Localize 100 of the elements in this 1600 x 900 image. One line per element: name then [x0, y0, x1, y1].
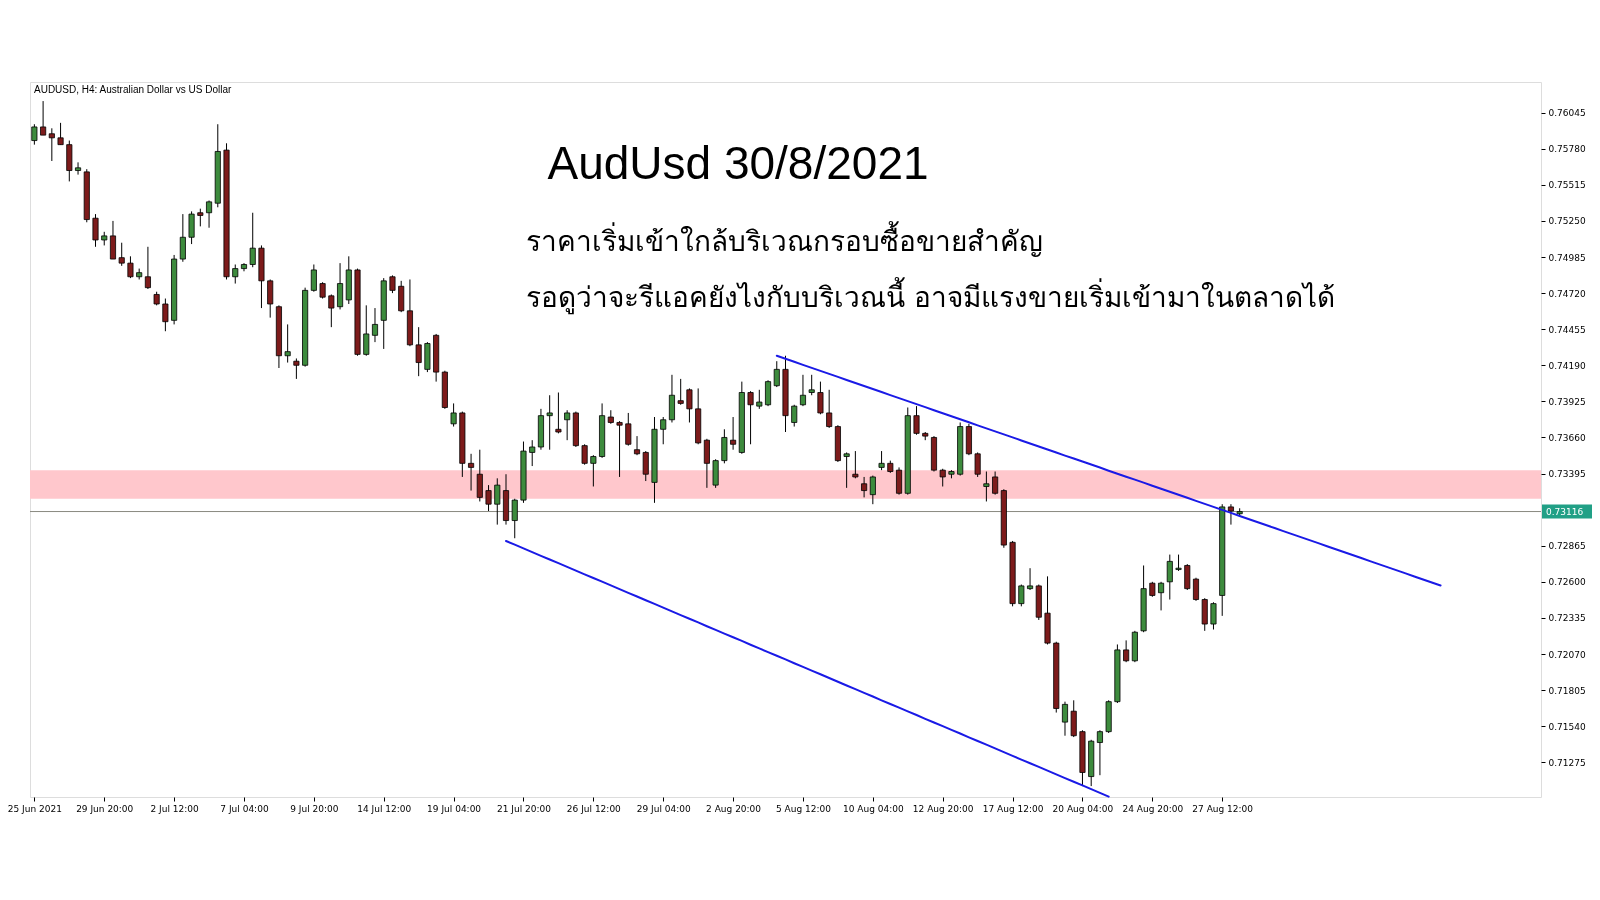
- y-tick-label: 0.74720: [1548, 288, 1586, 299]
- y-tick-label: 0.73925: [1548, 396, 1586, 407]
- candlestick: [31, 123, 38, 146]
- candlestick: [109, 220, 116, 260]
- y-tick-label: 0.73395: [1548, 469, 1586, 480]
- candlestick: [371, 307, 379, 343]
- y-tick-label: 0.72600: [1548, 577, 1586, 588]
- x-tick-label: 7 Jul 04:00: [220, 803, 269, 814]
- x-tick-label: 27 Aug 12:00: [1192, 803, 1254, 814]
- candlestick: [703, 438, 710, 489]
- x-tick-label: 10 Aug 04:00: [843, 803, 904, 814]
- candlestick: [494, 477, 501, 526]
- x-tick-label: 9 Jul 20:00: [290, 803, 339, 814]
- x-tick-label: 17 Aug 12:00: [982, 803, 1044, 814]
- candlestick: [616, 420, 623, 478]
- candlestick: [896, 466, 903, 496]
- annotation: รอดูว่าจะรีแอคยังไงกับบริเวณนี้ อาจมีแรงขายเริ่มเข้ามาในตลาดได้: [526, 277, 1335, 315]
- x-tick-label: 21 Jul 20:00: [496, 803, 552, 814]
- candlestick: [284, 323, 291, 364]
- y-tick-label: 0.74985: [1548, 252, 1586, 263]
- x-tick-label: 14 Jul 12:00: [357, 803, 412, 814]
- line-series: [775, 354, 1442, 587]
- candlestick: [625, 412, 632, 447]
- candlestick: [756, 389, 763, 410]
- candlestick: [686, 387, 693, 423]
- x-tick-label: 29 Jul 04:00: [636, 803, 691, 814]
- annotation: AUDUSD, H4: Australian Dollar vs US Dollar: [34, 84, 232, 95]
- y-tick-label: 0.75250: [1548, 216, 1586, 227]
- candlestick: [162, 298, 169, 332]
- candlestick: [127, 255, 134, 279]
- y-tick-label: 0.73660: [1548, 432, 1586, 443]
- candlestick: [817, 381, 824, 415]
- candlestick: [267, 278, 274, 319]
- candlestick: [983, 471, 990, 502]
- y-tick-label: 0.71275: [1548, 757, 1586, 768]
- candlestick: [826, 389, 833, 429]
- y-tick-label: 0.74455: [1548, 324, 1586, 335]
- candlestick: [773, 360, 780, 388]
- candlestick: [1210, 601, 1217, 630]
- candlestick: [808, 374, 815, 396]
- candlestick: [642, 450, 649, 482]
- y-tick-label: 0.72865: [1548, 541, 1586, 552]
- candlestick: [1027, 567, 1034, 591]
- ref-line-label: 0.73116: [1546, 506, 1584, 517]
- x-tick-label: 24 Aug 20:00: [1122, 803, 1184, 814]
- candlestick: [293, 357, 300, 380]
- candlestick: [1227, 503, 1234, 526]
- candlestick: [40, 100, 47, 136]
- annotation: ราคาเริ่มเข้าใกล้บริเวณกรอบซื้อขายสำคัญ: [526, 221, 1043, 258]
- candlestick: [511, 498, 518, 539]
- candlestick: [476, 449, 483, 502]
- candlestick: [232, 264, 239, 285]
- y-tick-label: 0.72335: [1548, 613, 1586, 624]
- candlestick: [144, 246, 151, 290]
- candlestick: [1158, 581, 1165, 611]
- x-tick-label: 2 Jul 12:00: [150, 803, 199, 814]
- candlestick: [1096, 729, 1103, 776]
- candlestick: [852, 450, 859, 479]
- candlestick: [913, 405, 920, 436]
- candlestick: [992, 471, 999, 496]
- candlestick: [878, 450, 885, 471]
- candlestick: [57, 122, 64, 146]
- candlestick: [1123, 639, 1130, 663]
- candlestick: [634, 435, 641, 456]
- candlestick: [363, 304, 370, 357]
- line-series: [505, 539, 1110, 798]
- x-tick-label: 29 Jun 20:00: [76, 803, 134, 814]
- y-tick-label: 0.75515: [1548, 180, 1586, 191]
- x-tick-label: 19 Jul 04:00: [427, 803, 482, 814]
- candlestick: [529, 439, 536, 467]
- x-tick-label: 20 Aug 04:00: [1052, 803, 1114, 814]
- candlestick: [861, 476, 868, 498]
- y-tick-label: 0.76045: [1548, 108, 1586, 119]
- candlestick: [485, 484, 492, 512]
- x-tick-label: 12 Aug 20:00: [912, 803, 974, 814]
- y-tick-label: 0.72070: [1548, 649, 1586, 660]
- candlestick: [206, 199, 213, 229]
- candlestick: [48, 127, 55, 162]
- candlestick: [328, 293, 335, 328]
- candlestick: [564, 409, 571, 441]
- y-tick-label: 0.71540: [1548, 721, 1586, 732]
- candlestick: [974, 451, 981, 478]
- y-tick-label: 0.71805: [1548, 685, 1586, 696]
- candlestick: [92, 213, 99, 248]
- y-tick-label: 0.74190: [1548, 360, 1586, 371]
- candlestick: [581, 443, 588, 466]
- candlestick: [1166, 554, 1173, 601]
- x-tick-label: 5 Aug 12:00: [775, 803, 832, 814]
- candlestick: [546, 394, 553, 451]
- candlestick: [747, 390, 754, 445]
- candlestick: [450, 402, 457, 428]
- x-tick-label: 26 Jul 12:00: [566, 803, 622, 814]
- candlestick: [1184, 563, 1191, 591]
- candlestick: [660, 416, 667, 445]
- candlestick: [730, 416, 737, 451]
- candlestick: [310, 264, 317, 293]
- candlestick: [765, 379, 772, 407]
- candlestick: [337, 262, 344, 310]
- candlestick: [249, 212, 256, 268]
- candlestick: [869, 475, 876, 505]
